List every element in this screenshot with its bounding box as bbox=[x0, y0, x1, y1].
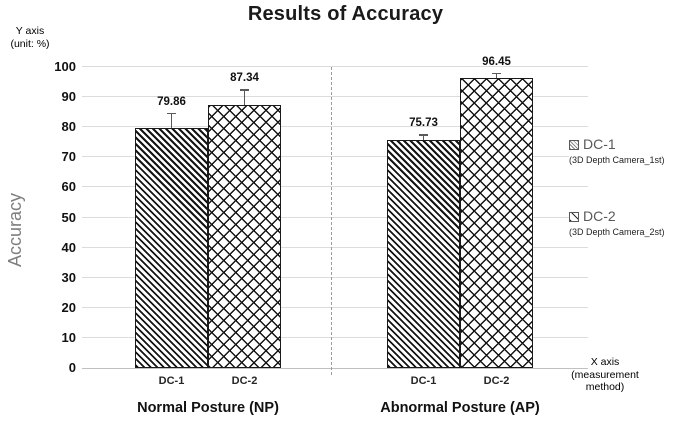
group-label-abnormal-posture: Abnormal Posture (AP) bbox=[380, 400, 540, 416]
chart-title: Results of Accuracy bbox=[247, 3, 444, 25]
value-label-np-dc-2: 87.34 bbox=[230, 72, 259, 85]
y-tick-label-20: 20 bbox=[61, 299, 76, 315]
gridline bbox=[82, 336, 588, 338]
legend-item-dc2: DC-2 (3D Depth Camera_2st) bbox=[569, 209, 691, 237]
error-bar-line-ap-dc-2 bbox=[496, 72, 498, 78]
error-bar-cap-ap-dc-1 bbox=[419, 134, 428, 136]
gridline bbox=[82, 96, 588, 98]
legend-sublabel-dc1: (3D Depth Camera_1st) bbox=[569, 155, 665, 165]
value-label-ap-dc-1: 75.73 bbox=[409, 117, 438, 130]
group-divider-dashed-line bbox=[331, 67, 332, 375]
y-tick-label-50: 50 bbox=[61, 209, 76, 225]
legend-swatch-dc2-icon bbox=[569, 211, 579, 222]
x-axis-note-line3: method) bbox=[585, 381, 625, 393]
y-tick-label-40: 40 bbox=[61, 239, 76, 255]
bar-ap-dc-2 bbox=[460, 77, 533, 368]
value-label-ap-dc-2: 96.45 bbox=[482, 55, 511, 68]
x-axis-note-line1: X axis bbox=[590, 356, 620, 368]
value-label-np-dc-1: 79.86 bbox=[157, 95, 186, 108]
y-tick-label-10: 10 bbox=[61, 329, 76, 345]
error-bar-line-np-dc-2 bbox=[244, 89, 246, 106]
gridline bbox=[82, 276, 588, 278]
bar-ap-dc-1 bbox=[387, 140, 460, 368]
y-axis-tick-labels: 0 10 20 30 40 50 60 70 80 90 100 bbox=[30, 60, 76, 375]
x-tick-label-np-dc-1: DC-1 bbox=[158, 375, 185, 387]
bar-np-dc-2 bbox=[208, 105, 281, 368]
legend-label-dc2: DC-2 bbox=[583, 208, 616, 224]
x-axis-note-line2: (measurement bbox=[571, 368, 639, 381]
x-tick-label-ap-dc-1: DC-1 bbox=[410, 375, 437, 387]
y-tick-label-100: 100 bbox=[54, 59, 76, 74]
y-tick-label-80: 80 bbox=[61, 119, 76, 135]
gridline bbox=[82, 156, 588, 158]
error-bar-cap-np-dc-1 bbox=[167, 112, 176, 115]
gridline bbox=[82, 246, 588, 248]
y-tick-label-0: 0 bbox=[68, 360, 76, 375]
legend-label-dc1: DC-1 bbox=[583, 136, 616, 152]
error-bar-line-np-dc-1 bbox=[171, 112, 173, 128]
error-bar-line-ap-dc-1 bbox=[423, 134, 425, 141]
bar-np-dc-1 bbox=[135, 127, 208, 368]
legend-item-dc1: DC-1 (3D Depth Camera_1st) bbox=[569, 137, 691, 165]
group-label-normal-posture: Normal Posture (NP) bbox=[137, 400, 279, 416]
y-axis-title: Accuracy bbox=[5, 192, 25, 268]
y-axis-note-line1: Y axis bbox=[15, 25, 45, 37]
gridline bbox=[82, 66, 588, 67]
gridline bbox=[82, 126, 588, 128]
gridline bbox=[82, 306, 588, 308]
x-axis-note: X axis (measurement method) bbox=[559, 356, 651, 394]
x-tick-label-ap-dc-2: DC-2 bbox=[483, 375, 510, 387]
error-bar-cap-ap-dc-2 bbox=[492, 72, 501, 75]
gridline bbox=[82, 216, 588, 218]
y-tick-label-60: 60 bbox=[61, 179, 76, 195]
error-bar-cap-np-dc-2 bbox=[240, 89, 249, 91]
legend-swatch-dc1-icon bbox=[569, 139, 579, 150]
gridline bbox=[82, 186, 588, 188]
legend-sublabel-dc2: (3D Depth Camera_2st) bbox=[569, 227, 665, 237]
y-tick-label-90: 90 bbox=[61, 89, 76, 105]
y-axis-note-line2: (unit: %) bbox=[10, 38, 50, 50]
x-tick-label-np-dc-2: DC-2 bbox=[231, 375, 258, 387]
y-tick-label-30: 30 bbox=[61, 269, 76, 285]
y-axis-note: Y axis (unit: %) bbox=[4, 25, 56, 51]
y-tick-label-70: 70 bbox=[61, 149, 76, 165]
plot-area: 79.86 DC-1 87.34 DC-2 75.73 DC-1 96.45 DC-2 bbox=[82, 56, 588, 387]
